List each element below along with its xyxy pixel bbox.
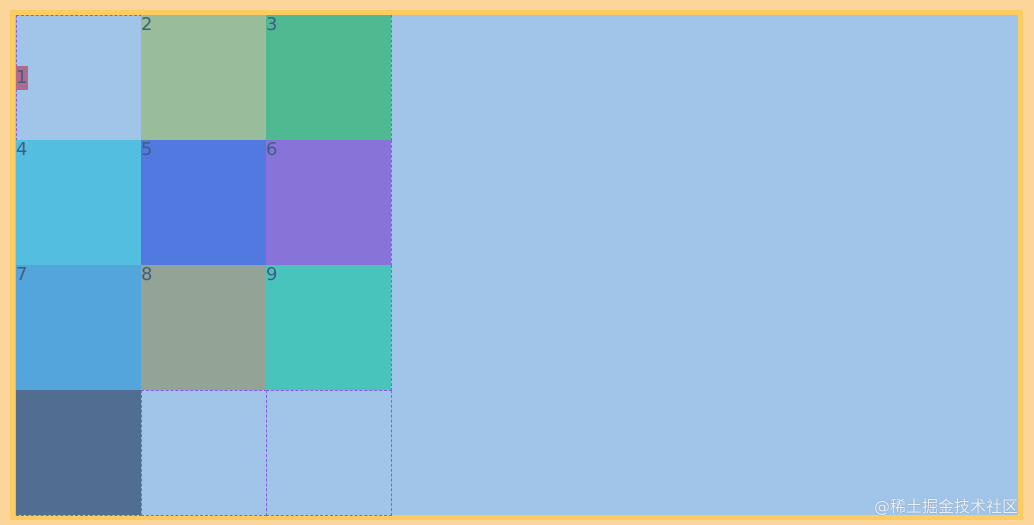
- grid-item-6: 6: [266, 140, 391, 265]
- grid-item-10: [16, 390, 141, 515]
- grid-item-3: 3: [266, 15, 391, 140]
- grid-item-8: 8: [141, 265, 266, 390]
- grid-item-1: 1: [16, 66, 28, 90]
- grid-item-2: 2: [141, 15, 266, 140]
- grid-cell: [140, 389, 267, 516]
- grid-item-9: 9: [266, 265, 391, 390]
- watermark: @稀土掘金技术社区: [873, 497, 1018, 516]
- grid-cell: [15, 14, 142, 141]
- grid-item-7: 7: [16, 265, 141, 390]
- grid-item-5: 5: [141, 140, 266, 265]
- grid-cell: [265, 389, 392, 516]
- grid-item-4: 4: [16, 140, 141, 265]
